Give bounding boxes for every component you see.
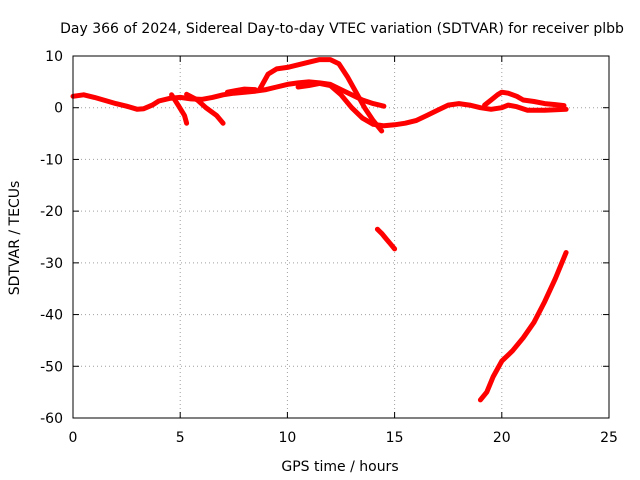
- series-line-track-h: [374, 226, 398, 252]
- x-axis-label: GPS time / hours: [281, 459, 398, 475]
- x-tick-label: 0: [69, 430, 78, 446]
- y-axis-label: SDTVAR / TECUs: [7, 181, 23, 296]
- y-tick-label: -30: [40, 256, 63, 272]
- x-tick-label: 10: [278, 430, 296, 446]
- x-tick-label: 15: [386, 430, 404, 446]
- series-line-track-a: [70, 79, 387, 112]
- grid: [73, 56, 609, 418]
- series-line-track-g: [224, 86, 258, 95]
- x-tick-label: 20: [493, 430, 511, 446]
- series-layer: [70, 57, 569, 403]
- x-tick-label: 25: [600, 430, 618, 446]
- y-tick-label: -40: [40, 308, 63, 324]
- y-tick-label: -50: [40, 359, 63, 375]
- chart-title: Day 366 of 2024, Sidereal Day-to-day VTE…: [60, 21, 624, 37]
- series-line-track-f: [184, 91, 226, 126]
- x-tick-label: 5: [176, 430, 185, 446]
- series-line-track-d: [482, 89, 567, 109]
- series-line-track-c: [295, 80, 569, 129]
- y-tick-label: -20: [40, 204, 63, 220]
- y-tick-label: 10: [45, 49, 63, 65]
- y-tick-label: -60: [40, 411, 63, 427]
- y-tick-label: 0: [54, 101, 63, 117]
- ticks: [72, 55, 610, 419]
- tick-labels: 0 5 10 15 20 25 10 0 -10 -20 -30 -40 -50 -60: [40, 49, 618, 446]
- series-line-track-i: [477, 250, 569, 403]
- y-tick-label: -10: [40, 152, 63, 168]
- plot-frame: [72, 55, 610, 419]
- series-line-track-e: [169, 92, 190, 126]
- series-line-track-b: [257, 57, 385, 134]
